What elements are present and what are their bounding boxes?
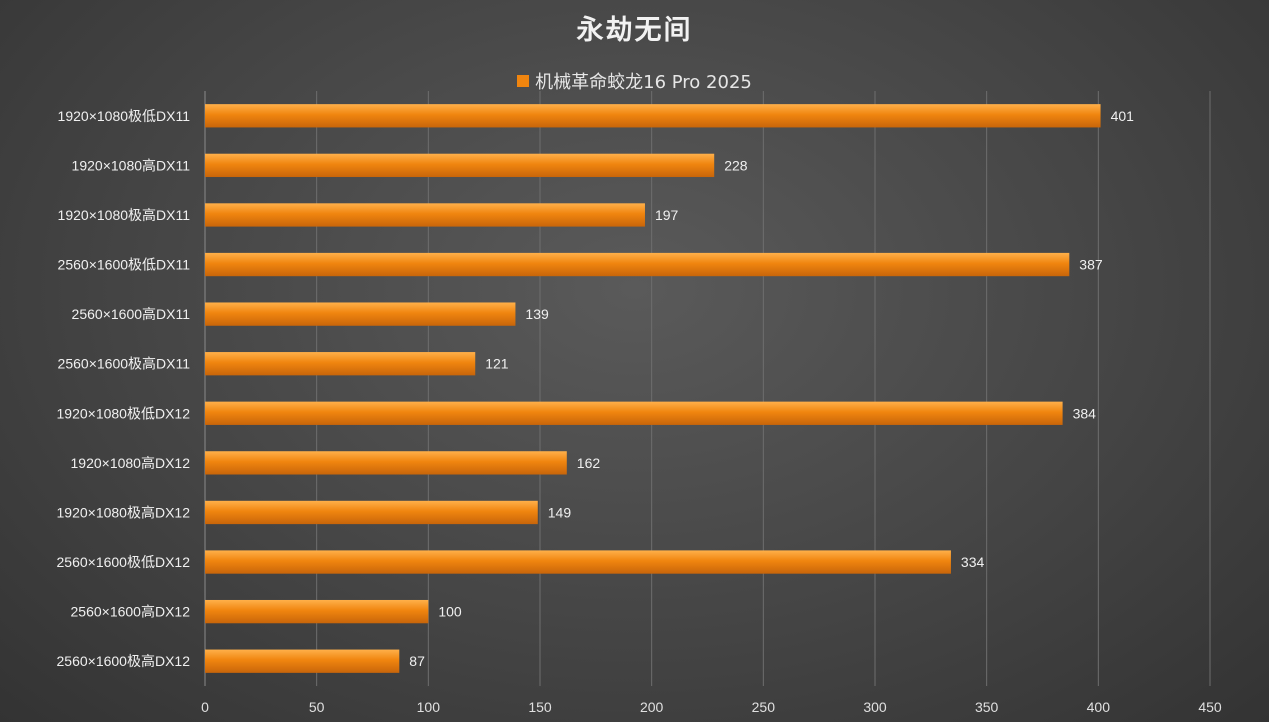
bar xyxy=(205,401,1063,425)
bar xyxy=(205,153,715,178)
category-label: 1920×1080极低DX12 xyxy=(57,405,191,421)
data-label: 228 xyxy=(724,157,748,173)
bar xyxy=(205,500,538,525)
data-label: 197 xyxy=(655,207,679,223)
category-label: 2560×1600高DX12 xyxy=(71,604,191,620)
chart-title: 永劫无间 xyxy=(576,15,693,46)
legend: 机械革命蛟龙16 Pro 2025 xyxy=(0,68,1269,94)
bar xyxy=(205,203,645,227)
bar xyxy=(205,599,429,624)
bar xyxy=(205,649,400,673)
category-label: 2560×1600极高DX12 xyxy=(57,653,191,669)
x-tick-label: 0 xyxy=(201,699,209,715)
x-tick-label: 250 xyxy=(752,699,776,715)
x-tick-label: 100 xyxy=(417,699,441,715)
category-label: 1920×1080高DX12 xyxy=(71,455,191,471)
data-label: 87 xyxy=(409,653,425,669)
x-tick-label: 50 xyxy=(309,699,325,715)
category-label: 1920×1080极低DX11 xyxy=(58,108,191,124)
category-label: 2560×1600极低DX12 xyxy=(57,554,191,570)
data-label: 162 xyxy=(577,455,601,471)
bar xyxy=(205,451,567,475)
x-tick-label: 350 xyxy=(975,699,999,715)
x-tick-label: 300 xyxy=(863,699,887,715)
data-label: 100 xyxy=(438,604,462,620)
x-tick-label: 400 xyxy=(1087,699,1111,715)
x-tick-label: 150 xyxy=(528,699,552,715)
x-tick-label: 450 xyxy=(1198,699,1222,715)
bar xyxy=(205,352,476,376)
data-label: 139 xyxy=(525,306,549,322)
bar xyxy=(205,302,516,326)
category-label: 1920×1080极高DX12 xyxy=(57,504,191,520)
bar xyxy=(205,550,951,574)
data-label: 334 xyxy=(961,554,985,570)
data-label: 121 xyxy=(485,356,509,372)
data-label: 401 xyxy=(1111,108,1135,124)
bar xyxy=(205,252,1070,277)
data-label: 149 xyxy=(548,504,572,520)
category-label: 1920×1080高DX11 xyxy=(72,157,191,173)
category-label: 1920×1080极高DX11 xyxy=(58,207,191,223)
category-label: 2560×1600极高DX11 xyxy=(58,356,191,372)
category-label: 2560×1600高DX11 xyxy=(72,306,191,322)
data-label: 384 xyxy=(1073,405,1097,421)
legend-label: 机械革命蛟龙16 Pro 2025 xyxy=(535,72,752,93)
bar xyxy=(205,104,1101,128)
legend-swatch xyxy=(517,75,530,87)
data-label: 387 xyxy=(1079,257,1103,273)
category-label: 2560×1600极低DX11 xyxy=(58,257,191,273)
x-tick-label: 200 xyxy=(640,699,664,715)
